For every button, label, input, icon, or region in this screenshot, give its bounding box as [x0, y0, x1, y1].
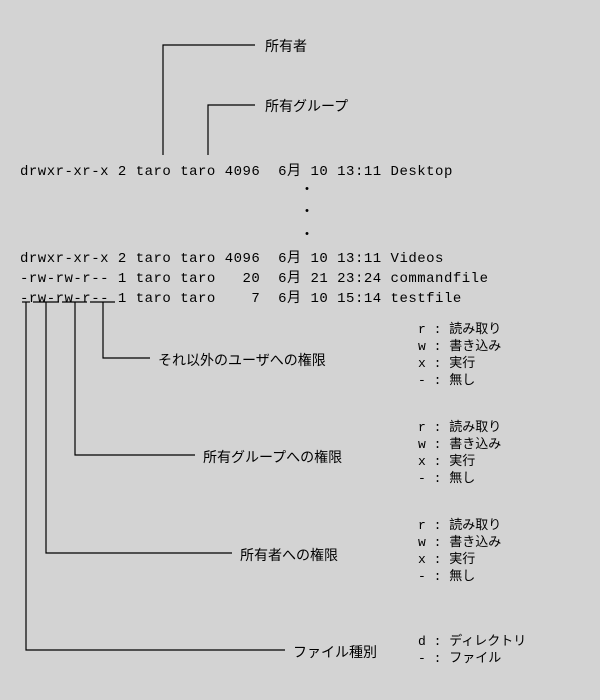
ls-line-2: -rw-rw-r-- 1 taro taro 20 6月 21 23:24 co… — [20, 267, 488, 287]
label-file-type: ファイル種別 — [293, 642, 377, 662]
legend-file-type: d : ディレクトリ - : ファイル — [418, 634, 526, 668]
label-perm-group: 所有グループへの権限 — [203, 447, 342, 467]
legend-group: r : 読み取り w : 書き込み x : 実行 - : 無し — [418, 420, 501, 488]
legend-owner: r : 読み取り w : 書き込み x : 実行 - : 無し — [418, 518, 501, 586]
ls-line-3: -rw-rw-r-- 1 taro taro 7 6月 10 15:14 tes… — [20, 287, 462, 307]
label-perm-owner: 所有者への権限 — [240, 545, 338, 565]
label-perm-other: それ以外のユーザへの権限 — [158, 350, 326, 370]
ellipsis-dots: ・・・ — [300, 180, 314, 247]
ls-line-1: drwxr-xr-x 2 taro taro 4096 6月 10 13:11 … — [20, 247, 444, 267]
ls-line-0: drwxr-xr-x 2 taro taro 4096 6月 10 13:11 … — [20, 160, 453, 180]
label-owner: 所有者 — [265, 36, 307, 56]
label-group: 所有グループ — [265, 96, 348, 116]
legend-other: r : 読み取り w : 書き込み x : 実行 - : 無し — [418, 322, 501, 390]
